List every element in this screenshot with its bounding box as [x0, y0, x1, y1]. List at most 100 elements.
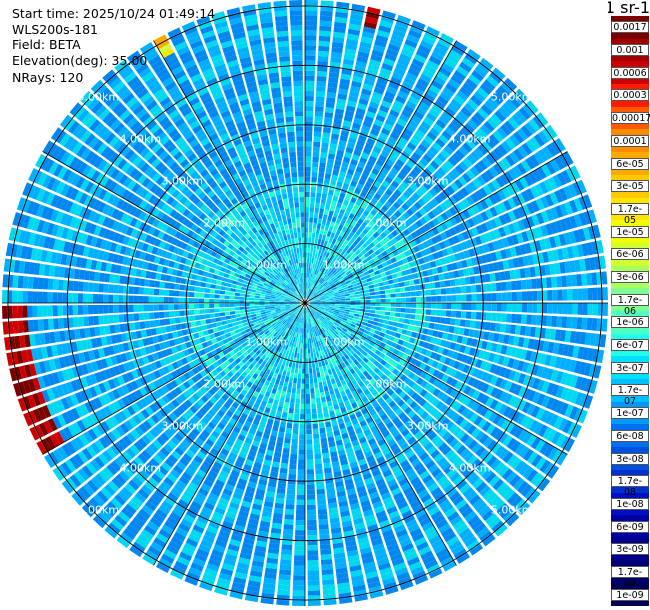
- data-cell: [513, 384, 522, 396]
- data-cell: [278, 426, 286, 433]
- data-cell: [533, 133, 545, 147]
- data-cell: [316, 290, 322, 294]
- data-cell: [419, 171, 429, 181]
- data-cell: [339, 323, 345, 328]
- data-cell: [324, 317, 330, 322]
- data-cell: [374, 212, 382, 220]
- data-cell: [387, 113, 398, 123]
- data-cell: [592, 303, 598, 316]
- data-cell: [573, 407, 584, 422]
- data-cell: [453, 253, 461, 262]
- data-cell: [332, 36, 345, 44]
- data-cell: [460, 106, 473, 118]
- data-cell: [313, 286, 318, 292]
- data-cell: [387, 171, 396, 180]
- data-cell: [438, 552, 452, 563]
- data-cell: [323, 251, 328, 257]
- data-cell: [417, 420, 427, 430]
- data-cell: [328, 76, 339, 84]
- data-cell: [330, 451, 338, 458]
- data-cell: [325, 107, 334, 114]
- data-cell: [308, 317, 311, 323]
- data-cell: [338, 386, 345, 393]
- data-cell: [506, 235, 515, 247]
- data-cell: [323, 122, 332, 129]
- data-cell: [537, 130, 550, 144]
- data-cell: [439, 355, 447, 364]
- data-cell: [292, 590, 305, 596]
- data-cell: [472, 378, 481, 389]
- data-cell: [342, 286, 349, 291]
- data-cell: [316, 282, 321, 288]
- data-cell: [358, 436, 367, 444]
- data-cell: [411, 383, 420, 391]
- data-cell: [298, 439, 305, 445]
- data-cell: [350, 569, 363, 577]
- data-cell: [433, 75, 446, 86]
- data-cell: [481, 509, 495, 522]
- data-cell: [444, 340, 452, 349]
- data-cell: [501, 237, 510, 248]
- data-cell: [348, 374, 355, 382]
- data-cell: [452, 495, 464, 506]
- data-cell: [394, 176, 403, 185]
- data-cell: [558, 154, 570, 168]
- data-cell: [347, 224, 354, 231]
- data-cell: [307, 277, 309, 284]
- data-cell: [333, 233, 339, 240]
- data-cell: [264, 572, 277, 580]
- data-cell: [293, 413, 300, 419]
- data-cell: [351, 269, 358, 275]
- data-cell: [492, 67, 506, 80]
- data-cell: [312, 227, 317, 234]
- data-cell: [389, 205, 397, 213]
- data-cell: [421, 97, 433, 107]
- data-cell: [441, 130, 453, 141]
- data-cell: [299, 337, 302, 344]
- data-cell: [387, 438, 396, 447]
- data-cell: [526, 363, 535, 375]
- data-cell: [314, 305, 320, 308]
- data-cell: [376, 188, 385, 197]
- data-cell: [506, 303, 513, 312]
- data-cell: [306, 499, 316, 505]
- data-cell: [305, 308, 307, 314]
- data-cell: [347, 554, 360, 562]
- data-cell: [361, 88, 372, 96]
- data-cell: [308, 227, 313, 233]
- data-cell: [414, 575, 429, 585]
- data-cell: [276, 492, 285, 499]
- data-cell: [342, 317, 348, 322]
- data-cell: [332, 227, 338, 234]
- data-cell: [317, 346, 321, 352]
- data-cell: [520, 415, 530, 428]
- data-cell: [334, 365, 340, 372]
- data-cell: [396, 571, 410, 581]
- data-cell: [499, 485, 512, 498]
- data-cell: [390, 167, 399, 176]
- data-cell: [574, 331, 582, 344]
- data-cell: [406, 173, 416, 182]
- data-cell: [316, 330, 320, 336]
- data-cell: [444, 160, 454, 170]
- data-cell: [398, 424, 407, 433]
- data-cell: [424, 283, 431, 290]
- data-cell: [328, 312, 334, 316]
- data-cell: [481, 421, 492, 432]
- data-cell: [362, 235, 369, 242]
- data-cell: [534, 475, 547, 489]
- data-cell: [471, 427, 481, 439]
- data-cell: [488, 166, 499, 178]
- data-cell: [309, 303, 316, 305]
- data-cell: [261, 510, 272, 518]
- data-cell: [319, 529, 330, 535]
- data-cell: [578, 361, 587, 375]
- data-cell: [333, 270, 339, 276]
- data-cell: [318, 284, 323, 289]
- data-cell: [310, 352, 314, 359]
- data-cell: [305, 217, 309, 223]
- data-cell: [331, 325, 337, 330]
- data-cell: [325, 263, 330, 269]
- data-cell: [432, 252, 440, 260]
- data-cell: [318, 249, 322, 255]
